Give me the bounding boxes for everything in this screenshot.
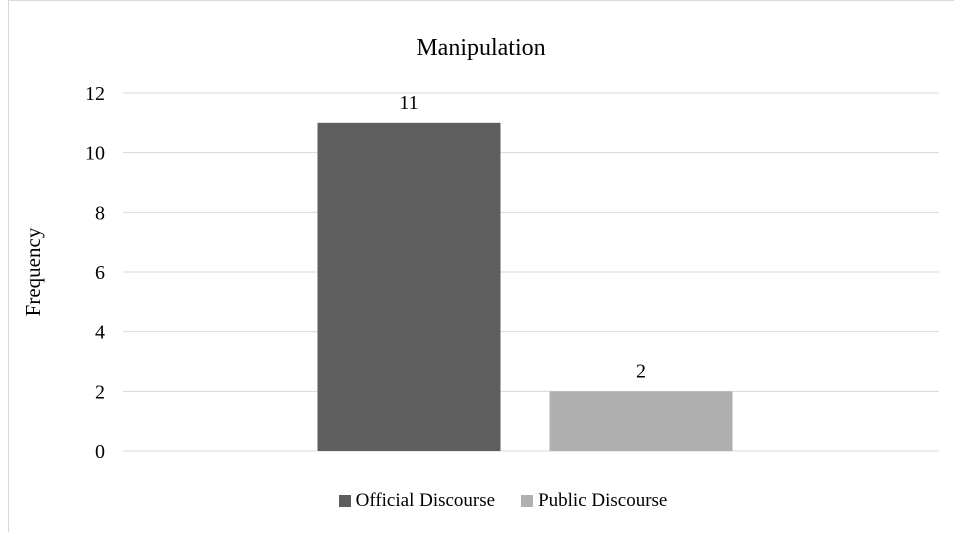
y-tick-label: 10	[85, 143, 105, 165]
y-tick-label: 6	[95, 262, 105, 284]
y-tick-label: 4	[95, 322, 105, 344]
legend-label-official: Official Discourse	[355, 490, 496, 511]
data-labels: 11 2	[399, 92, 646, 383]
legend-swatch-official	[338, 495, 351, 507]
bar-official-discourse	[317, 122, 501, 451]
legend-item-official: Official Discourse	[338, 490, 496, 512]
chart-title: Manipulation	[416, 35, 545, 61]
legend-item-public: Public Discourse	[521, 490, 667, 512]
y-tick-label: 0	[95, 441, 105, 463]
y-axis-label: Frequency	[21, 227, 45, 316]
y-tick-label: 8	[95, 202, 105, 224]
legend-swatch-public	[521, 495, 534, 507]
data-label: 11	[399, 92, 418, 114]
gridlines	[123, 92, 939, 452]
y-tick-label: 12	[85, 83, 105, 105]
y-tick-label: 2	[95, 381, 105, 403]
y-tick-labels: 0 2 4 6 8 10 12	[85, 83, 105, 463]
data-label: 2	[636, 360, 646, 382]
bar-public-discourse	[549, 391, 733, 451]
legend: Official Discourse Public Discourse	[0, 490, 956, 512]
legend-label-public: Public Discourse	[538, 490, 668, 511]
bars	[317, 122, 733, 451]
chart-frame	[8, 0, 954, 532]
